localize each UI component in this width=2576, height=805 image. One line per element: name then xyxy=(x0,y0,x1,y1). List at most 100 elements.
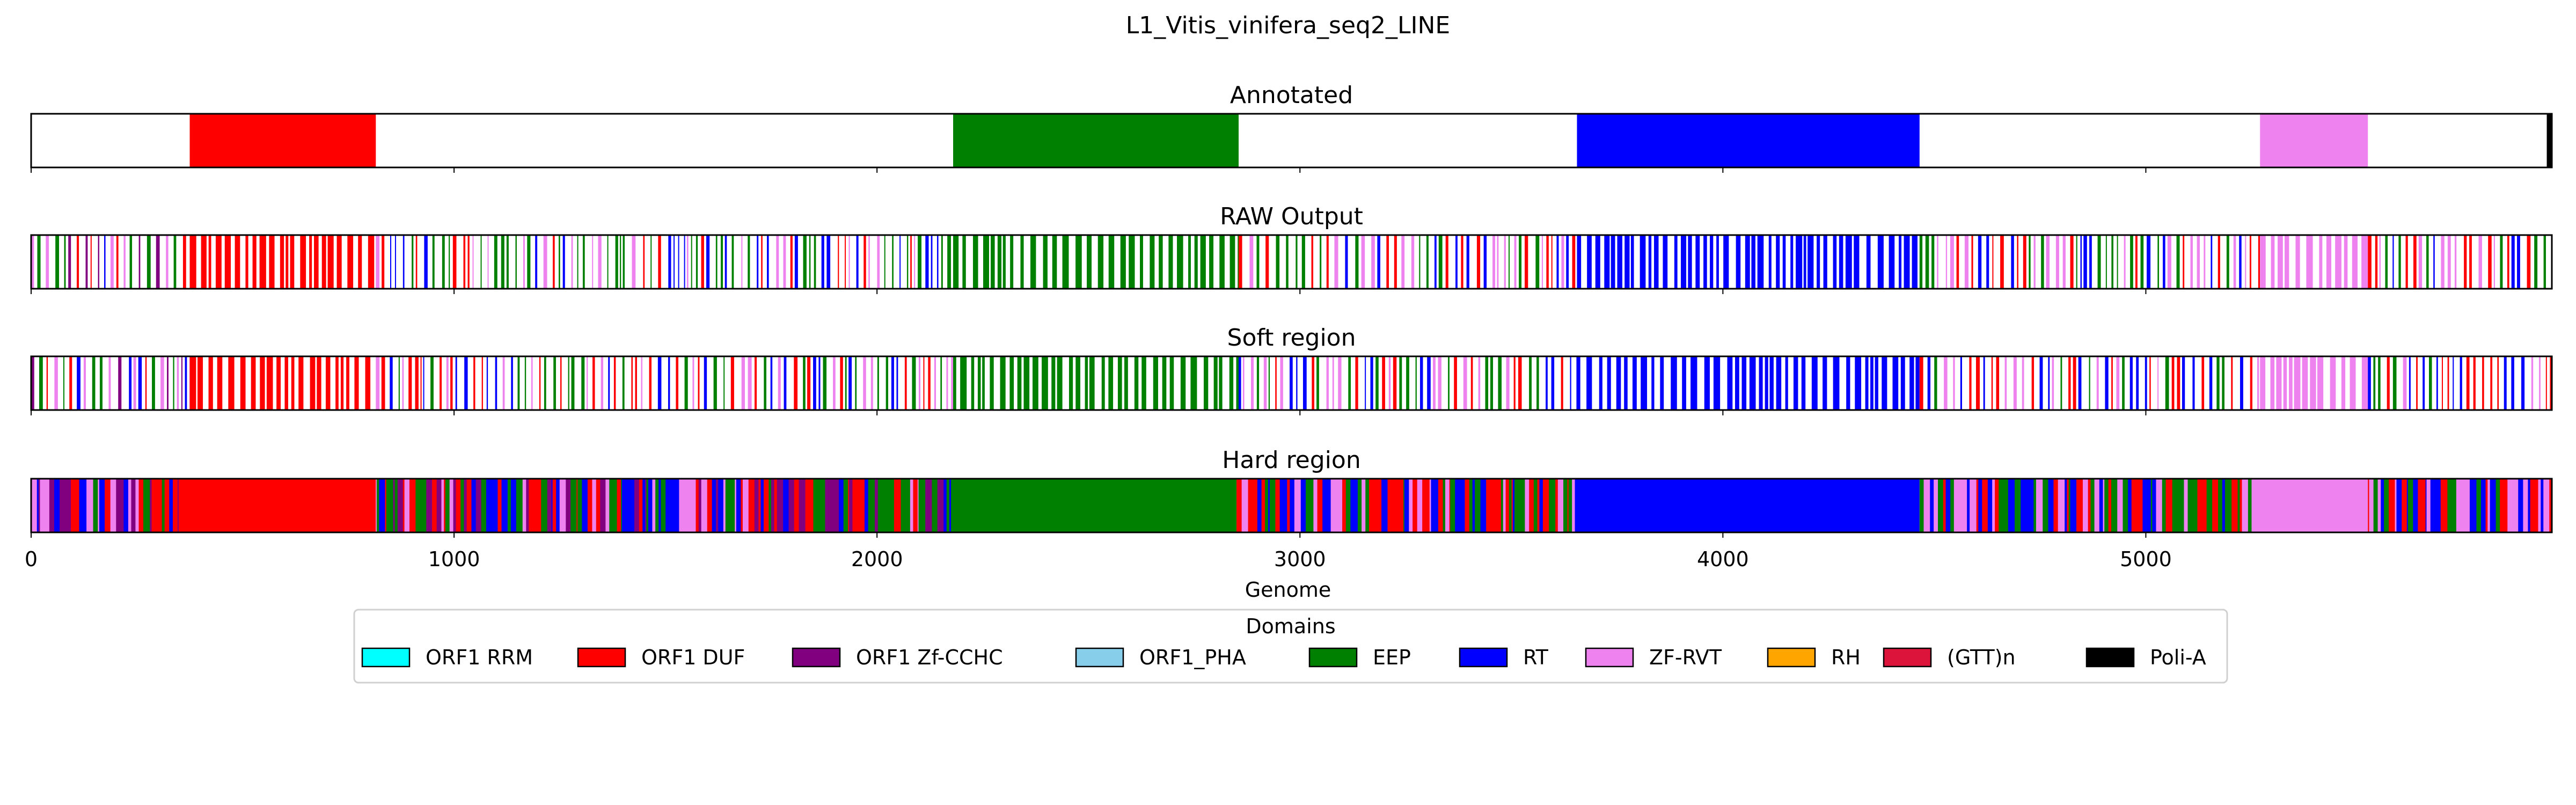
domain-segment xyxy=(2285,235,2289,289)
domain-segment xyxy=(1311,235,1314,289)
domain-segment xyxy=(1153,356,1158,410)
domain-segment xyxy=(441,479,443,532)
domain-segment xyxy=(1846,356,1850,410)
domain-segment xyxy=(40,479,45,532)
domain-segment xyxy=(802,479,806,532)
domain-segment xyxy=(423,356,425,410)
hard-region-track: Hard region xyxy=(30,447,2553,538)
domain-segment xyxy=(643,235,645,289)
domain-segment xyxy=(495,356,497,410)
domain-segment xyxy=(1518,356,1522,410)
domain-segment xyxy=(1450,479,1455,532)
domain-segment xyxy=(848,479,850,532)
domain-segment xyxy=(2048,479,2054,532)
domain-segment xyxy=(1953,479,1960,532)
domain-segment xyxy=(809,479,814,532)
domain-segment xyxy=(1561,235,1564,289)
domain-segment xyxy=(1999,479,2003,532)
domain-segment xyxy=(1320,235,1322,289)
domain-segment xyxy=(576,479,578,532)
domain-segment xyxy=(1909,356,1914,410)
domain-segment xyxy=(1306,479,1308,532)
domain-segment xyxy=(189,114,376,167)
domain-segment xyxy=(1892,356,1899,410)
domain-segment xyxy=(2490,479,2497,532)
domain-segment xyxy=(748,356,752,410)
domain-segment xyxy=(1944,356,1948,410)
domain-segment xyxy=(863,356,866,410)
domain-segment xyxy=(494,235,497,289)
domain-segment xyxy=(1180,356,1186,410)
domain-segment xyxy=(162,479,165,532)
domain-segment xyxy=(2082,479,2089,532)
domain-segment xyxy=(2289,356,2293,410)
domain-segment xyxy=(31,356,34,410)
domain-segment xyxy=(552,235,555,289)
domain-segment xyxy=(446,356,449,410)
domain-segment xyxy=(2015,479,2021,532)
domain-segment xyxy=(1368,479,1373,532)
domain-segment xyxy=(2117,479,2124,532)
domain-segment xyxy=(1577,235,1582,289)
legend-label: (GTT)n xyxy=(1947,646,2016,669)
domain-segment xyxy=(2013,356,2017,410)
domain-segment xyxy=(105,479,111,532)
domain-segment xyxy=(833,479,839,532)
domain-segment xyxy=(300,235,306,289)
domain-segment xyxy=(2373,356,2376,410)
domain-segment xyxy=(2140,235,2144,289)
domain-segment xyxy=(1268,479,1270,532)
domain-segment xyxy=(925,235,929,289)
domain-segment xyxy=(609,479,613,532)
domain-segment xyxy=(741,479,743,532)
domain-segment xyxy=(1870,356,1874,410)
domain-segment xyxy=(526,479,529,532)
domain-segment xyxy=(217,356,223,410)
domain-segment xyxy=(1042,356,1048,410)
domain-segment xyxy=(2425,479,2427,532)
domain-segment xyxy=(735,479,737,532)
domain-segment xyxy=(1486,479,1493,532)
domain-segment xyxy=(1713,356,1721,410)
domain-segment xyxy=(623,235,625,289)
domain-segment xyxy=(971,356,975,410)
domain-segment xyxy=(1336,479,1343,532)
domain-segment xyxy=(1492,235,1496,289)
domain-segment xyxy=(1261,479,1265,532)
domain-segment xyxy=(901,479,905,532)
domain-segment xyxy=(2089,235,2092,289)
domain-segment xyxy=(2172,479,2177,532)
domain-segment xyxy=(2295,235,2300,289)
domain-segment xyxy=(1845,235,1852,289)
domain-segment xyxy=(605,479,610,532)
domain-segment xyxy=(863,235,866,289)
domain-segment xyxy=(748,235,750,289)
domain-segment xyxy=(2447,479,2449,532)
domain-segment xyxy=(2124,235,2126,289)
domain-segment xyxy=(715,479,719,532)
domain-segment xyxy=(1200,235,1206,289)
domain-segment xyxy=(85,235,88,289)
domain-segment xyxy=(2428,356,2432,410)
domain-segment xyxy=(2469,479,2477,532)
domain-segment xyxy=(1345,235,1348,289)
domain-segment xyxy=(151,479,156,532)
domain-segment xyxy=(612,479,618,532)
domain-segment xyxy=(398,356,400,410)
domain-segment xyxy=(2278,235,2283,289)
domain-segment xyxy=(397,479,404,532)
domain-segment xyxy=(1648,235,1652,289)
domain-segment xyxy=(291,356,295,410)
domain-segment xyxy=(2257,356,2259,410)
domain-segment xyxy=(506,235,509,289)
domain-segment xyxy=(2507,235,2509,289)
domain-segment xyxy=(110,235,114,289)
domain-segment xyxy=(178,479,180,532)
domain-segment xyxy=(1030,235,1036,289)
domain-segment xyxy=(912,356,916,410)
domain-segment xyxy=(1375,356,1379,410)
domain-segment xyxy=(2239,235,2242,289)
domain-segment xyxy=(823,356,827,410)
domain-segment xyxy=(1401,235,1405,289)
domain-segment xyxy=(1507,479,1510,532)
